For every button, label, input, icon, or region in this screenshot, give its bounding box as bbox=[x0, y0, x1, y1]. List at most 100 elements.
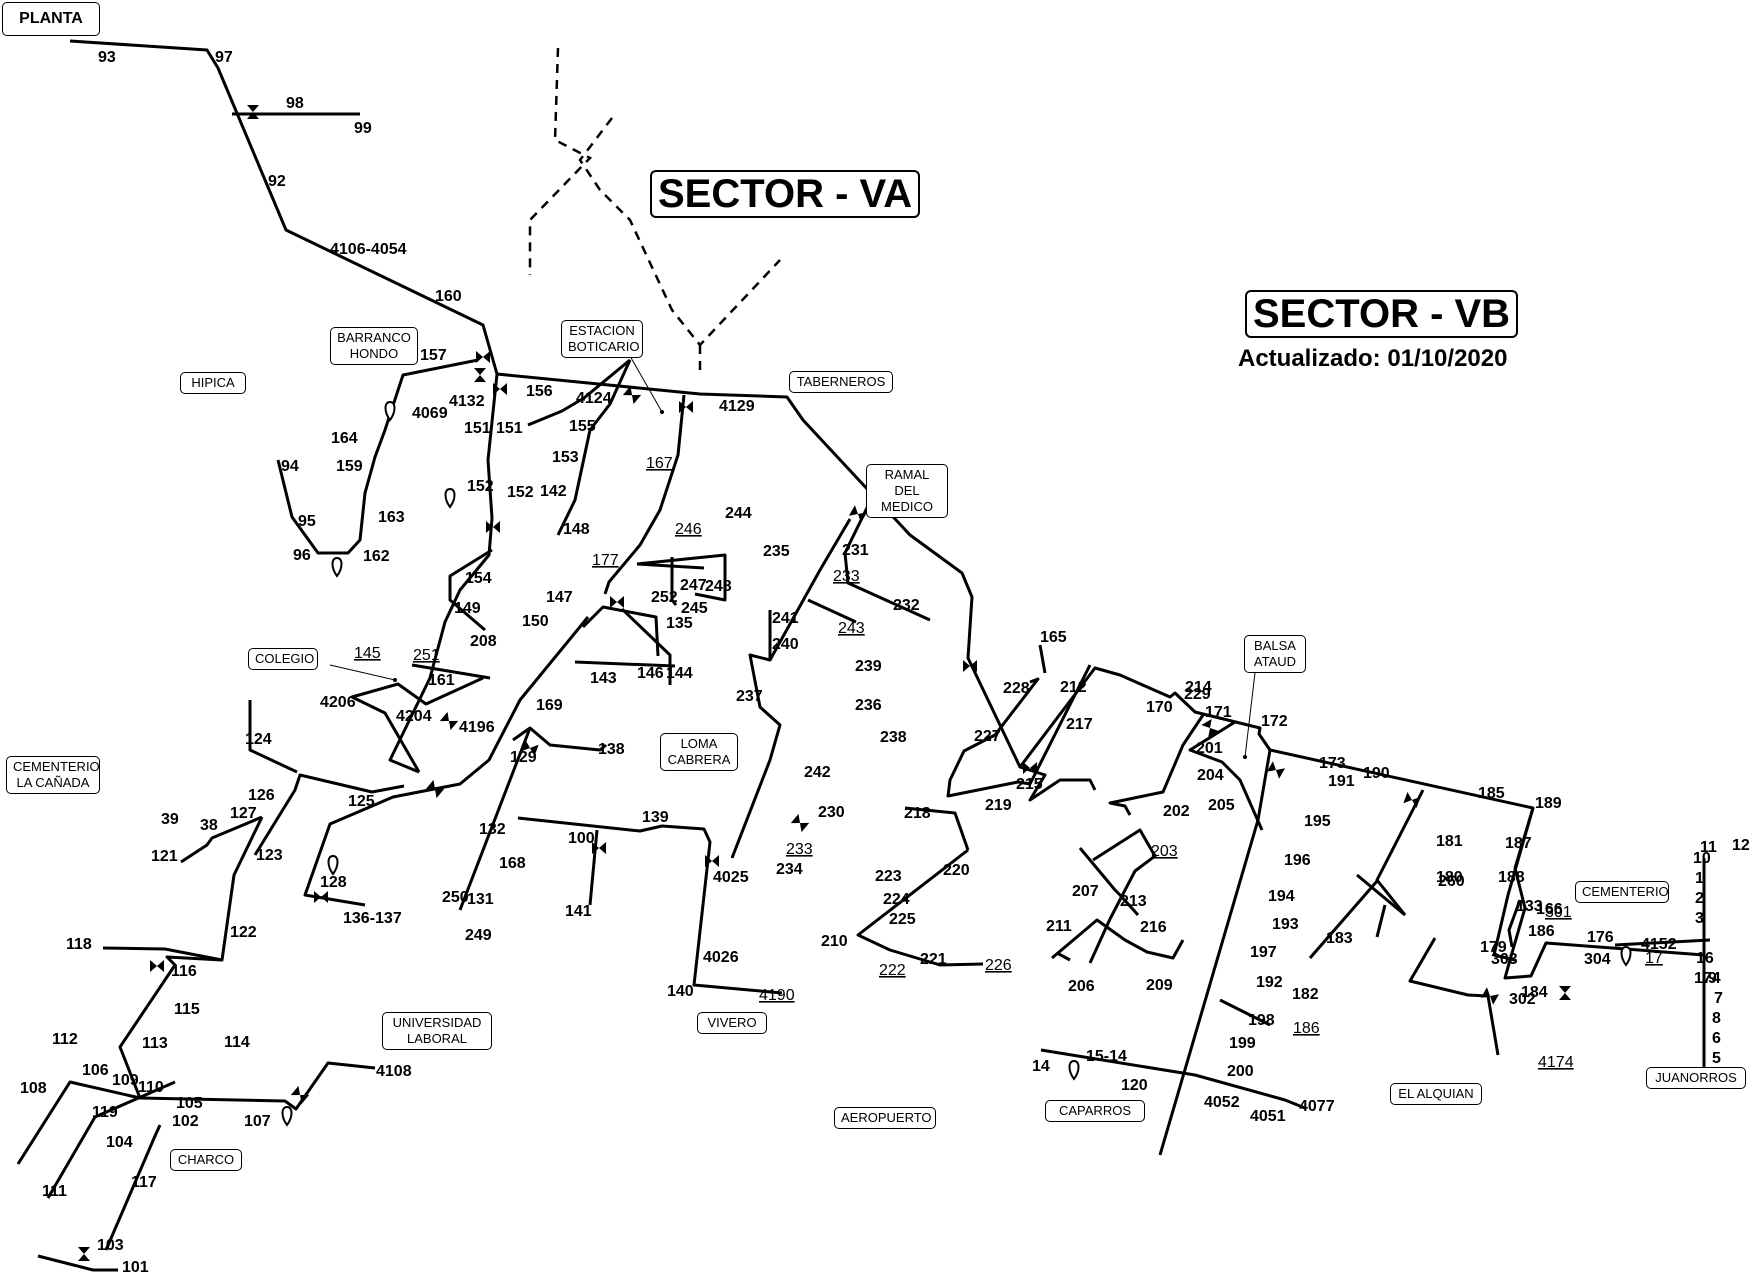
node-label: 213 bbox=[1120, 893, 1147, 910]
pipe-segment bbox=[556, 359, 632, 536]
node-label: 301 bbox=[1545, 904, 1572, 921]
node-label: 4051 bbox=[1250, 1108, 1286, 1125]
pipe-segment bbox=[253, 773, 405, 856]
node-label: 116 bbox=[171, 963, 197, 980]
node-label: 108 bbox=[20, 1080, 47, 1097]
node-label: 205 bbox=[1208, 797, 1235, 814]
node-label: 8 bbox=[1712, 1010, 1721, 1027]
node-label: 168 bbox=[499, 855, 526, 872]
place-universidad-laboral: UNIVERSIDAD LABORAL bbox=[382, 1012, 492, 1050]
pipe-segment bbox=[636, 553, 727, 602]
node-label: 251 bbox=[413, 647, 440, 664]
node-label: 238 bbox=[880, 729, 907, 746]
pipe-segment bbox=[458, 727, 532, 911]
pipe-segment bbox=[768, 518, 852, 661]
node-label: 230 bbox=[818, 804, 845, 821]
valve-icon bbox=[439, 711, 459, 731]
node-label: 193 bbox=[1272, 916, 1299, 933]
node-label: 4196 bbox=[459, 719, 495, 736]
valve-icon bbox=[705, 855, 719, 867]
place-cementerio: CEMENTERIO bbox=[1575, 881, 1669, 903]
node-label: 113 bbox=[142, 1035, 168, 1052]
valve-icon bbox=[1403, 791, 1421, 809]
node-label: 243 bbox=[838, 620, 865, 637]
node-label: 153 bbox=[552, 449, 579, 466]
pipe-segment bbox=[1038, 644, 1047, 674]
pipe-segment bbox=[588, 829, 599, 906]
node-label: 202 bbox=[1163, 803, 1190, 820]
node-label: 154 bbox=[465, 570, 492, 587]
node-label: 4108 bbox=[376, 1063, 412, 1080]
node-label: 162 bbox=[363, 548, 390, 565]
node-label: 4026 bbox=[703, 949, 739, 966]
planta-label: PLANTA bbox=[2, 2, 100, 36]
valve-icon bbox=[247, 105, 259, 119]
node-label: 4025 bbox=[713, 869, 749, 886]
node-label: 237 bbox=[736, 688, 763, 705]
pipe-segment bbox=[574, 660, 676, 668]
node-label: 4124 bbox=[576, 390, 612, 407]
hydrants-layer bbox=[281, 400, 1632, 1127]
node-label: 304 bbox=[1584, 951, 1611, 968]
node-label: 121 bbox=[151, 848, 178, 865]
node-label: 156 bbox=[526, 383, 553, 400]
node-label: 222 bbox=[879, 962, 906, 979]
pointer-arrow bbox=[1244, 672, 1256, 758]
node-label: 127 bbox=[230, 805, 257, 822]
node-label: 201 bbox=[1196, 740, 1223, 757]
node-label: 122 bbox=[230, 924, 257, 941]
pipe-segment bbox=[517, 816, 783, 995]
pipe-segment bbox=[1219, 998, 1271, 1027]
node-label: 167 bbox=[646, 455, 673, 472]
node-label: 111 bbox=[42, 1183, 67, 1200]
place-loma-cabrera: LOMA CABRERA bbox=[660, 733, 738, 771]
node-label: 242 bbox=[804, 764, 831, 781]
node-label: 247 bbox=[680, 577, 707, 594]
pipe-segment bbox=[46, 1080, 176, 1199]
node-label: 101 bbox=[122, 1259, 149, 1275]
node-label: 233 bbox=[833, 568, 860, 585]
node-label: 214 bbox=[1185, 679, 1212, 696]
node-label: 96 bbox=[293, 547, 311, 564]
node-label: 15-14 bbox=[1086, 1048, 1127, 1065]
node-label: 245 bbox=[681, 600, 708, 617]
place-ramal-del-medico: RAMAL DEL MEDICO bbox=[866, 464, 948, 518]
node-label: 235 bbox=[763, 543, 790, 560]
node-label: 157 bbox=[420, 347, 447, 364]
valve-icon bbox=[848, 505, 868, 523]
node-label: 185 bbox=[1478, 785, 1505, 802]
pipe-segment bbox=[1188, 720, 1264, 831]
node-label: 115 bbox=[174, 1001, 200, 1018]
node-label: 173 bbox=[1319, 755, 1346, 772]
valve-icon bbox=[622, 385, 642, 405]
pipe-segment bbox=[620, 607, 672, 685]
node-label: 215 bbox=[1016, 776, 1043, 793]
node-label: 207 bbox=[1072, 883, 1099, 900]
node-label: 236 bbox=[855, 697, 882, 714]
node-label: 38 bbox=[200, 817, 218, 834]
node-label: 186 bbox=[1528, 923, 1555, 940]
place-estacion-boticario: ESTACION BOTICARIO bbox=[561, 320, 643, 358]
pipe-segment bbox=[581, 605, 660, 657]
node-label: 147 bbox=[546, 589, 573, 606]
pipe-segment bbox=[1051, 918, 1185, 960]
node-label: 166 bbox=[1536, 901, 1563, 918]
node-label: 211 bbox=[1046, 918, 1072, 935]
pipe-segment bbox=[904, 806, 970, 851]
node-label: 11 bbox=[1700, 839, 1717, 856]
node-label: 187 bbox=[1505, 835, 1532, 852]
node-label: 199 bbox=[1229, 1035, 1256, 1052]
pipe-segment bbox=[527, 358, 631, 427]
pipe-segment bbox=[1078, 847, 1140, 917]
pipe-segment bbox=[180, 815, 263, 864]
node-label: 4077 bbox=[1299, 1098, 1335, 1115]
node-label: 190 bbox=[1363, 765, 1390, 782]
node-label: 241 bbox=[772, 610, 799, 627]
hydrant-pin-icon bbox=[281, 1105, 293, 1127]
node-label: 233 bbox=[786, 841, 813, 858]
node-label: 4129 bbox=[719, 398, 755, 415]
node-label: 196 bbox=[1284, 852, 1311, 869]
valve-icon bbox=[1023, 762, 1037, 774]
place-juanorros: JUANORROS bbox=[1646, 1067, 1746, 1089]
valve-icon bbox=[476, 351, 490, 363]
